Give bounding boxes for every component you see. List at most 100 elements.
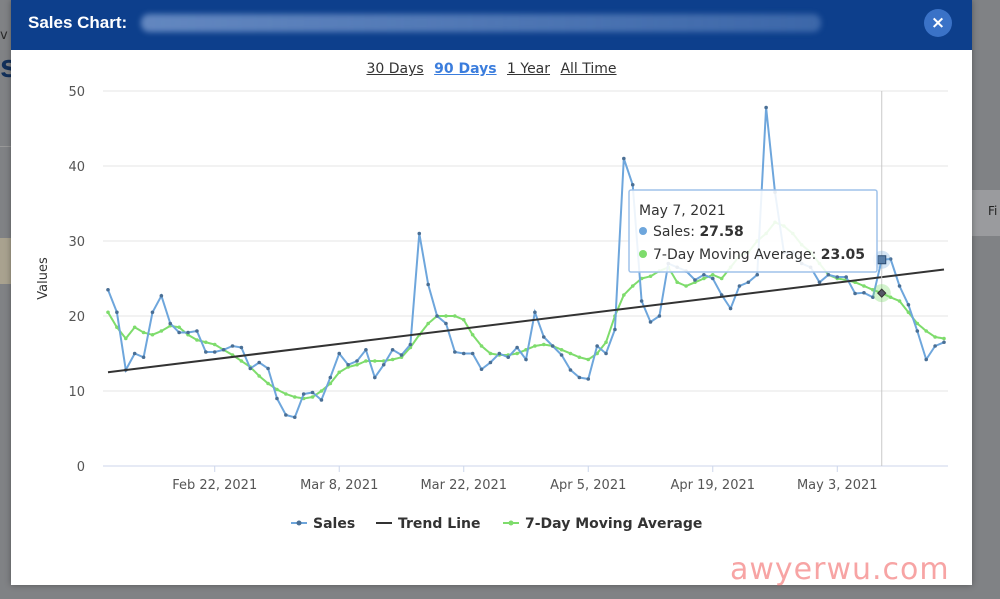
sales-point-4 bbox=[141, 355, 146, 360]
sales-point-18 bbox=[266, 366, 270, 371]
moving-average-point-40 bbox=[461, 317, 466, 322]
sales-point-94 bbox=[942, 340, 946, 345]
sales-point-40 bbox=[461, 351, 466, 356]
moving-average-point-8 bbox=[177, 325, 181, 330]
sales-point-47 bbox=[524, 357, 528, 362]
moving-average-point-61 bbox=[648, 274, 653, 279]
moving-average-point-15 bbox=[239, 359, 244, 363]
moving-average-point-46 bbox=[515, 351, 519, 356]
tooltip-ma-label: 7-Day Moving Average: bbox=[653, 247, 821, 263]
sales-point-67 bbox=[702, 272, 706, 277]
sales-point-12 bbox=[212, 350, 217, 354]
sales-point-9 bbox=[186, 330, 190, 335]
moving-average-point-21 bbox=[292, 395, 297, 399]
tooltip-box bbox=[628, 189, 878, 273]
background-column-header: Fi bbox=[972, 190, 1000, 236]
y-tick-label-5: 50 bbox=[68, 85, 85, 100]
sales-point-54 bbox=[586, 377, 591, 381]
tooltip-ma-dot bbox=[639, 250, 647, 258]
y-tick-label-1: 10 bbox=[68, 385, 85, 400]
background-divider bbox=[0, 146, 12, 147]
sales-point-51 bbox=[559, 353, 564, 357]
sales-point-23 bbox=[310, 390, 315, 395]
tooltip-ma-value: 23.05 bbox=[821, 247, 865, 263]
sales-point-84 bbox=[853, 291, 857, 296]
sales-point-33 bbox=[399, 353, 404, 357]
moving-average-point-18 bbox=[266, 381, 270, 386]
sales-point-29 bbox=[364, 347, 368, 352]
y-tick-label-3: 30 bbox=[68, 235, 85, 250]
sales-point-80 bbox=[817, 280, 822, 285]
sales-point-26 bbox=[337, 351, 342, 356]
background-right-fragment: Fi bbox=[988, 204, 998, 218]
sales-point-48 bbox=[533, 310, 537, 315]
moving-average-point-26 bbox=[337, 370, 342, 375]
background-row-band bbox=[0, 238, 12, 284]
moving-average-point-11 bbox=[204, 340, 208, 345]
sales-point-8 bbox=[177, 330, 181, 335]
sales-point-53 bbox=[577, 375, 582, 380]
sales-point-62 bbox=[657, 314, 662, 318]
legend-item-1[interactable]: Trend Line bbox=[376, 516, 480, 532]
range-all-time[interactable]: All Time bbox=[560, 61, 617, 77]
x-tick-label-2: Mar 22, 2021 bbox=[420, 478, 507, 493]
moving-average-point-41 bbox=[470, 332, 475, 337]
moving-average-point-65 bbox=[684, 284, 688, 288]
moving-average-point-54 bbox=[586, 357, 591, 362]
tooltip-sales-value: 27.58 bbox=[699, 224, 743, 240]
moving-average-point-48 bbox=[533, 344, 537, 348]
y-axis-label: Values bbox=[36, 257, 51, 300]
sales-point-15 bbox=[239, 345, 244, 350]
legend-label-2: 7-Day Moving Average bbox=[525, 516, 702, 532]
legend-item-0[interactable]: Sales bbox=[291, 516, 355, 532]
legend-label-0: Sales bbox=[313, 516, 355, 532]
moving-average-point-56 bbox=[604, 340, 608, 345]
sales-point-7 bbox=[168, 321, 173, 326]
moving-average-point-69 bbox=[719, 276, 724, 281]
sales-point-49 bbox=[541, 335, 546, 339]
moving-average-point-25 bbox=[328, 381, 333, 386]
sales-point-35 bbox=[417, 231, 422, 236]
y-tick-label-0: 0 bbox=[77, 460, 85, 475]
sales-point-52 bbox=[568, 368, 573, 372]
sales-point-89 bbox=[897, 284, 902, 288]
sales-point-45 bbox=[506, 355, 511, 360]
legend-marker-0 bbox=[296, 520, 302, 526]
sales-point-46 bbox=[515, 345, 519, 350]
moving-average-point-24 bbox=[319, 389, 324, 393]
sales-point-58 bbox=[622, 156, 626, 161]
range-90-days[interactable]: 90 Days bbox=[434, 61, 497, 77]
sales-point-28 bbox=[355, 359, 359, 363]
moving-average-point-3 bbox=[132, 325, 137, 330]
y-tick-label-4: 40 bbox=[68, 160, 85, 175]
sales-chart-modal: Sales Chart: × 30 Days 90 Days 1 Year Al… bbox=[11, 0, 972, 585]
sales-point-22 bbox=[301, 392, 306, 396]
background-label-fragment: v bbox=[0, 28, 8, 43]
product-name-redacted bbox=[141, 14, 821, 32]
moving-average-point-4 bbox=[141, 330, 146, 335]
sales-point-81 bbox=[826, 272, 831, 277]
watermark: awyerwu.com bbox=[730, 552, 950, 587]
range-30-days[interactable]: 30 Days bbox=[366, 61, 424, 77]
sales-point-6 bbox=[159, 293, 164, 298]
moving-average-point-5 bbox=[150, 332, 155, 337]
modal-header: Sales Chart: × bbox=[11, 0, 972, 50]
sales-point-91 bbox=[915, 329, 920, 333]
sales-point-24 bbox=[319, 398, 324, 402]
range-1-year[interactable]: 1 Year bbox=[507, 61, 551, 77]
sales-point-93 bbox=[933, 344, 937, 348]
moving-average-point-1 bbox=[115, 325, 119, 330]
moving-average-point-91 bbox=[915, 321, 920, 326]
sales-point-39 bbox=[453, 350, 457, 354]
close-icon[interactable]: × bbox=[924, 9, 952, 37]
sales-point-11 bbox=[204, 350, 208, 354]
sales-point-27 bbox=[346, 362, 350, 367]
sales-point-30 bbox=[373, 375, 377, 380]
sales-point-90 bbox=[906, 302, 911, 307]
sales-point-44 bbox=[497, 351, 502, 356]
moving-average-point-39 bbox=[453, 314, 457, 318]
legend-item-2[interactable]: 7-Day Moving Average bbox=[503, 516, 702, 532]
sales-point-85 bbox=[862, 290, 866, 295]
moving-average-point-12 bbox=[212, 342, 217, 347]
moving-average-point-43 bbox=[488, 351, 493, 356]
